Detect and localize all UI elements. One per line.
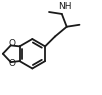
Text: O: O bbox=[9, 39, 16, 48]
Text: O: O bbox=[9, 59, 16, 68]
Text: NH: NH bbox=[58, 2, 72, 11]
